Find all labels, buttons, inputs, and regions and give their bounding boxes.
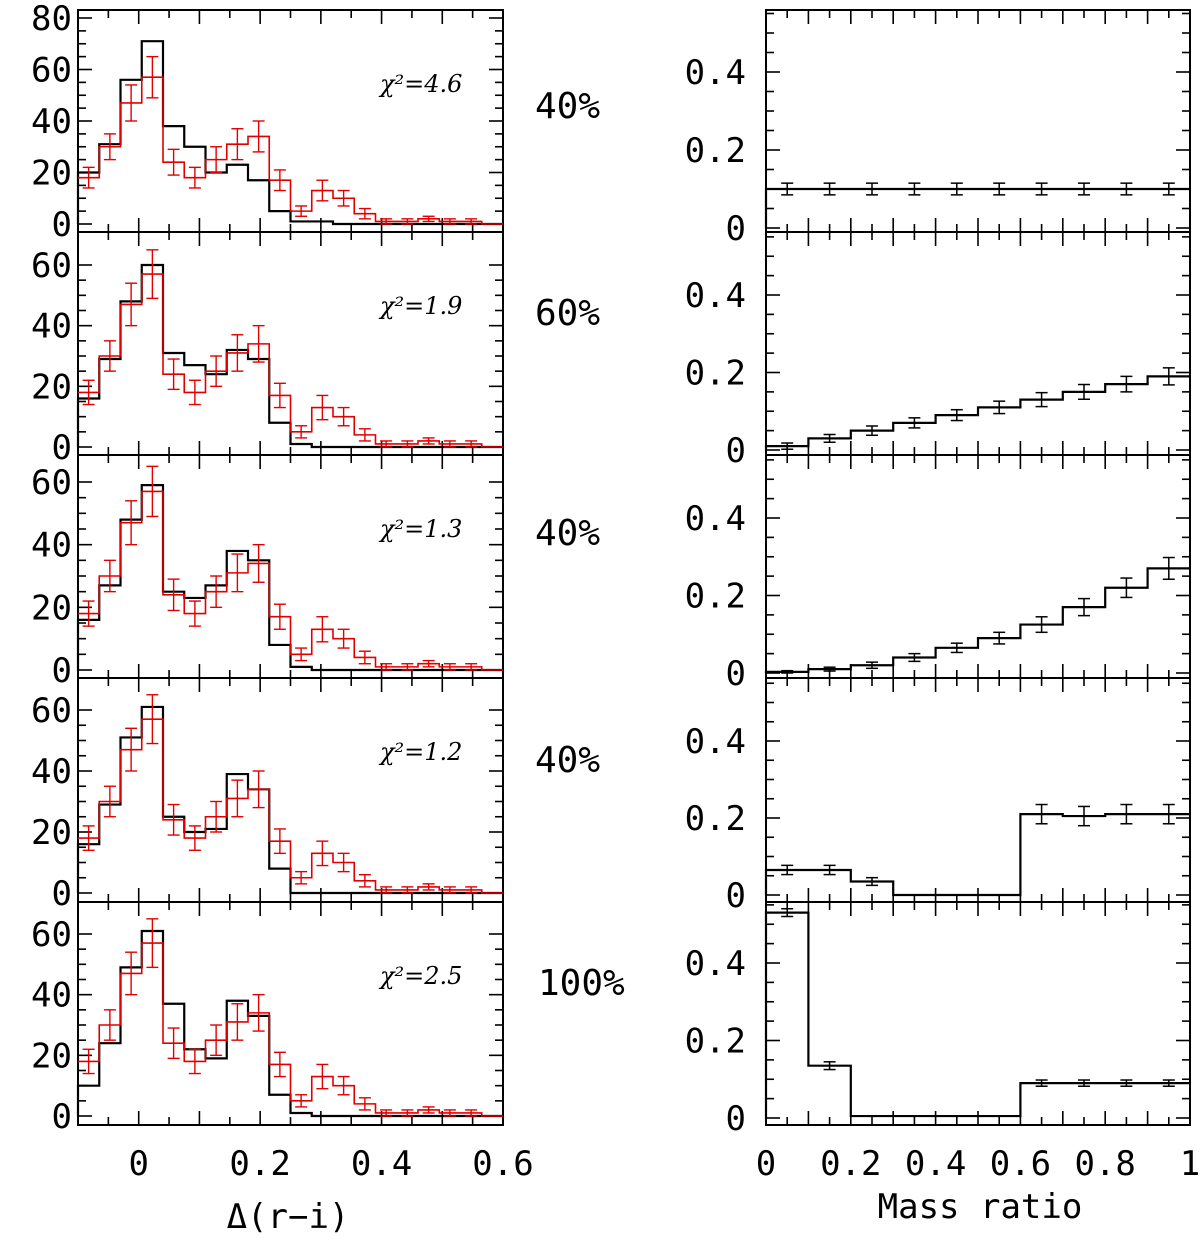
- left-ytick-label: 40: [31, 526, 72, 566]
- mass-ratio-histogram-5: [764, 911, 1190, 1118]
- chi-square-label-4: χ²=1.2: [378, 738, 462, 766]
- percent-label-4: 40%: [535, 740, 600, 781]
- left-ytick-label: 0: [52, 1097, 72, 1137]
- right-ytick-label: 0.4: [685, 499, 746, 539]
- left-xtick-label: 0.6: [472, 1144, 533, 1184]
- left-ytick-label: 20: [31, 588, 72, 628]
- chi-square-label-1: χ²=4.6: [378, 70, 462, 98]
- right-xtick-label: 0.4: [905, 1144, 966, 1184]
- right-xtick-label: 0: [756, 1144, 776, 1184]
- right-ytick-label: 0.4: [685, 722, 746, 762]
- mass-ratio-histogram-2: [764, 375, 1190, 450]
- left-ytick-label: 40: [31, 307, 72, 347]
- left-ytick-label: 40: [31, 976, 72, 1016]
- left-ytick-label: 20: [31, 813, 72, 853]
- left-ytick-label: 40: [31, 752, 72, 792]
- right-ytick-label: 0.2: [685, 354, 746, 394]
- right-ytick-label: 0: [726, 431, 746, 471]
- chi-square-label-5: χ²=2.5: [378, 962, 462, 990]
- right-ytick-label: 0.2: [685, 799, 746, 839]
- left-ytick-label: 20: [31, 367, 72, 407]
- left-ytick-label: 80: [31, 0, 72, 39]
- left-ytick-label: 0: [52, 874, 72, 914]
- model-histogram-4: [76, 705, 503, 895]
- left-x-axis-label: Δ(r−i): [227, 1197, 350, 1237]
- left-ytick-label: 20: [31, 154, 72, 194]
- left-ytick-label: 40: [31, 102, 72, 142]
- left-ytick-label: 20: [31, 1036, 72, 1076]
- right-ytick-label: 0: [726, 209, 746, 249]
- percent-label-1: 40%: [535, 86, 600, 127]
- percent-label-3: 40%: [535, 513, 600, 554]
- left-xtick-label: 0.4: [351, 1144, 412, 1184]
- right-xtick-label: 0.2: [820, 1144, 881, 1184]
- left-ytick-label: 60: [31, 915, 72, 955]
- right-ytick-label: 0.2: [685, 577, 746, 617]
- right-panel-2-frame: [765, 231, 1191, 456]
- right-ytick-label: 0.2: [685, 131, 746, 171]
- plot-group: 0 20 40 60 80 χ²=4.6 0 0.2 0.4 0 20 40 60 χ²=1.9 0 0.2 0…: [31, 0, 1200, 1184]
- left-ytick-label: 0: [52, 428, 72, 468]
- right-ytick-label: 0.4: [685, 944, 746, 984]
- right-ytick-label: 0: [726, 1099, 746, 1139]
- left-xtick-label: 0: [128, 1144, 148, 1184]
- right-ytick-label: 0.4: [685, 53, 746, 93]
- right-panel-5-frame: [765, 901, 1191, 1126]
- right-x-axis-label: Mass ratio: [878, 1187, 1083, 1227]
- left-ytick-label: 60: [31, 246, 72, 286]
- right-ytick-label: 0.2: [685, 1022, 746, 1062]
- right-panel-1-frame: [765, 9, 1191, 233]
- observed-histogram-1: [78, 76, 503, 225]
- left-ytick-label: 60: [31, 51, 72, 91]
- right-ytick-label: 0: [726, 876, 746, 916]
- right-xtick-label: 1: [1180, 1144, 1200, 1184]
- left-ytick-label: 0: [52, 651, 72, 691]
- left-ytick-label: 60: [31, 691, 72, 731]
- left-xtick-label: 0.2: [229, 1144, 290, 1184]
- mass-ratio-histogram-4: [764, 813, 1190, 897]
- right-ytick-label: 0: [726, 654, 746, 694]
- mass-ratio-histogram-3: [764, 567, 1190, 673]
- chi-square-label-2: χ²=1.9: [378, 292, 462, 320]
- percent-label-2: 60%: [535, 293, 600, 334]
- right-ytick-label: 0.4: [685, 276, 746, 316]
- percent-label-5: 100%: [538, 963, 625, 1004]
- left-ytick-label: 0: [52, 205, 72, 245]
- chi-square-label-3: χ²=1.3: [378, 515, 462, 543]
- right-xtick-label: 0.8: [1074, 1144, 1135, 1184]
- left-ytick-label: 60: [31, 463, 72, 503]
- right-xtick-label: 0.6: [990, 1144, 1051, 1184]
